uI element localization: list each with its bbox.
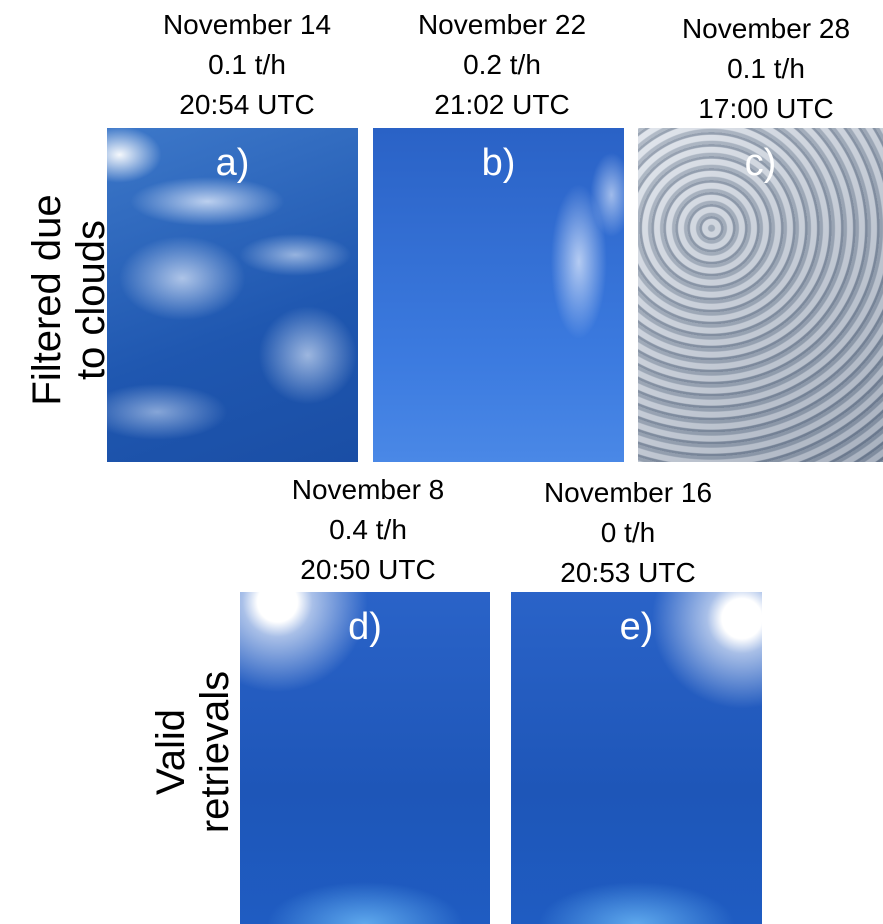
panel-letter: a) bbox=[107, 142, 358, 185]
panel-letter: b) bbox=[373, 142, 624, 185]
figure: November 14 0.1 t/h 20:54 UTC November 2… bbox=[0, 0, 883, 924]
rate: 0.2 t/h bbox=[372, 45, 632, 85]
date: November 22 bbox=[372, 5, 632, 45]
panel-caption: November 22 0.2 t/h 21:02 UTC bbox=[372, 5, 632, 125]
date: November 14 bbox=[117, 5, 377, 45]
row-label: Valid retrievals bbox=[149, 671, 237, 833]
row-label-line: Valid bbox=[149, 671, 193, 833]
panel-caption: November 28 0.1 t/h 17:00 UTC bbox=[636, 9, 883, 129]
date: November 8 bbox=[238, 470, 498, 510]
sky-photo: c) bbox=[638, 128, 883, 462]
time: 17:00 UTC bbox=[636, 89, 883, 129]
rate: 0.1 t/h bbox=[636, 49, 883, 89]
rate: 0 t/h bbox=[498, 513, 758, 553]
time: 20:50 UTC bbox=[238, 550, 498, 590]
time: 20:53 UTC bbox=[498, 553, 758, 593]
time: 21:02 UTC bbox=[372, 85, 632, 125]
panel-letter: c) bbox=[638, 142, 883, 185]
row-label: Filtered due to clouds bbox=[25, 194, 113, 405]
panel-caption: November 14 0.1 t/h 20:54 UTC bbox=[117, 5, 377, 125]
sky-photo: d) bbox=[240, 592, 490, 924]
rate: 0.4 t/h bbox=[238, 510, 498, 550]
panel-letter: d) bbox=[240, 606, 490, 649]
panel-caption: November 16 0 t/h 20:53 UTC bbox=[498, 473, 758, 593]
panel-letter: e) bbox=[511, 606, 762, 649]
rate: 0.1 t/h bbox=[117, 45, 377, 85]
panel-caption: November 8 0.4 t/h 20:50 UTC bbox=[238, 470, 498, 590]
time: 20:54 UTC bbox=[117, 85, 377, 125]
row-label-line: retrievals bbox=[193, 671, 237, 833]
sky-photo: e) bbox=[511, 592, 762, 924]
sky-photo: b) bbox=[373, 128, 624, 462]
sky-photo: a) bbox=[107, 128, 358, 462]
row-label-line: Filtered due bbox=[25, 194, 69, 405]
date: November 28 bbox=[636, 9, 883, 49]
row-label-line: to clouds bbox=[69, 194, 113, 405]
date: November 16 bbox=[498, 473, 758, 513]
